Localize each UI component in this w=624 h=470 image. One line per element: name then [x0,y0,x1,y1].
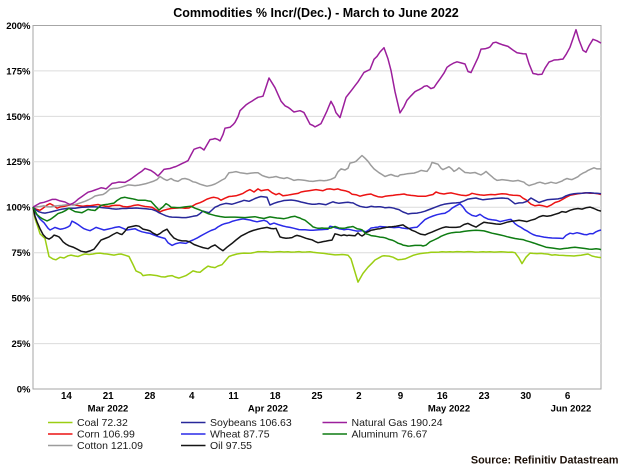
svg-text:Cotton 121.09: Cotton 121.09 [77,440,143,452]
svg-text:May 2022: May 2022 [428,404,470,415]
svg-text:4: 4 [189,391,195,402]
svg-text:Apr 2022: Apr 2022 [248,404,288,415]
svg-text:30: 30 [520,391,531,402]
svg-text:200%: 200% [6,21,31,32]
svg-text:25: 25 [312,391,323,402]
svg-text:Source: Refinitiv Datastream: Source: Refinitiv Datastream [471,455,619,467]
svg-text:21: 21 [103,391,114,402]
svg-text:Soybeans 106.63: Soybeans 106.63 [210,417,292,429]
svg-text:9: 9 [398,391,404,402]
svg-text:Oil 97.55: Oil 97.55 [210,440,252,452]
svg-text:Wheat 87.75: Wheat 87.75 [210,429,270,441]
svg-text:18: 18 [270,391,281,402]
svg-text:Mar 2022: Mar 2022 [88,404,129,415]
svg-text:2: 2 [356,391,362,402]
svg-text:16: 16 [437,391,448,402]
svg-text:150%: 150% [6,112,31,123]
svg-text:14: 14 [61,391,72,402]
svg-text:Coal 72.32: Coal 72.32 [77,417,128,429]
svg-text:175%: 175% [6,66,31,77]
svg-text:75%: 75% [11,248,31,259]
svg-text:11: 11 [228,391,239,402]
svg-text:Corn 106.99: Corn 106.99 [77,429,135,441]
svg-text:28: 28 [144,391,155,402]
svg-text:Natural Gas 190.24: Natural Gas 190.24 [352,417,443,429]
svg-text:Jun 2022: Jun 2022 [551,404,592,415]
svg-text:50%: 50% [11,294,31,305]
svg-text:100%: 100% [6,203,31,214]
svg-text:Commodities % Incr/(Dec.) - Ma: Commodities % Incr/(Dec.) - March to Jun… [173,6,459,20]
svg-text:0%: 0% [17,384,31,395]
svg-text:23: 23 [479,391,490,402]
svg-text:125%: 125% [6,157,31,168]
svg-text:6: 6 [565,391,571,402]
svg-text:25%: 25% [11,339,31,350]
svg-text:Aluminum 76.67: Aluminum 76.67 [352,429,428,441]
